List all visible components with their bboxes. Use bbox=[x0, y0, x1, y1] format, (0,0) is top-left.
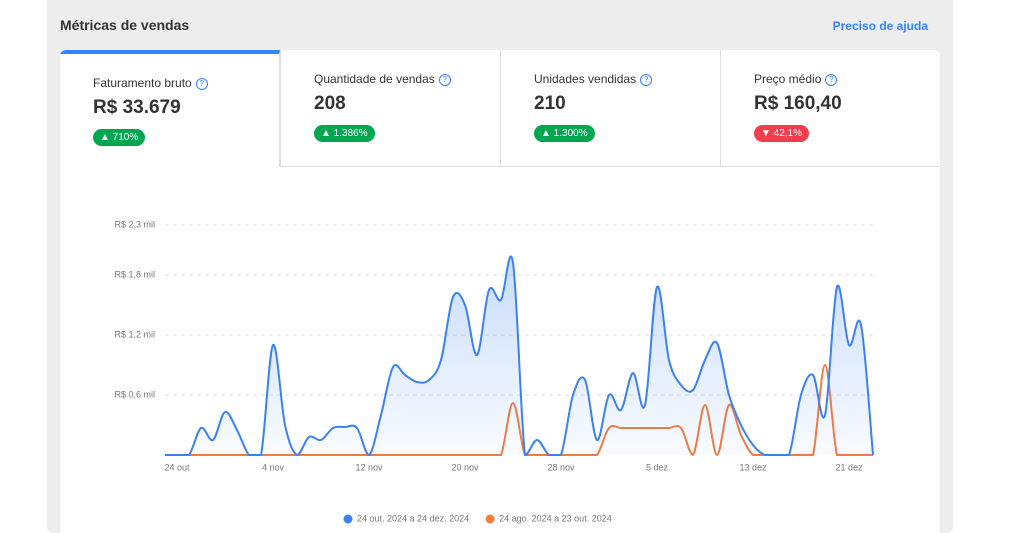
kpi-change: ▼ 42,1% bbox=[754, 125, 810, 142]
area bbox=[165, 256, 873, 455]
kpi-tab[interactable]: Quantidade de vendas? 208 ▲ 1.386% bbox=[280, 50, 500, 167]
kpi-label-text: Faturamento bruto bbox=[93, 76, 192, 90]
legend-marker bbox=[485, 514, 495, 524]
legend-label: 24 out. 2024 a 24 dez. 2024 bbox=[357, 513, 469, 523]
x-tick-label: 20 nov bbox=[451, 462, 479, 472]
kpi-label: Quantidade de vendas? bbox=[314, 72, 451, 86]
x-tick-label: 21 dez bbox=[835, 462, 863, 472]
series-line bbox=[164, 255, 874, 457]
help-icon[interactable]: ? bbox=[825, 74, 838, 86]
help-icon[interactable]: ? bbox=[640, 74, 653, 86]
kpi-tab[interactable]: Unidades vendidas? 210 ▲ 1.300% bbox=[500, 50, 720, 167]
y-tick-label: R$ 0,6 mil bbox=[114, 389, 155, 399]
kpi-tab[interactable]: Faturamento bruto? R$ 33.679 ▲ 710% bbox=[60, 50, 280, 167]
kpi-label-text: Preço médio bbox=[754, 72, 822, 86]
y-tick-label: R$ 1,2 mil bbox=[114, 329, 155, 339]
kpi-label-text: Quantidade de vendas bbox=[314, 72, 435, 86]
kpi-label-text: Unidades vendidas bbox=[534, 72, 637, 86]
kpi-change: ▲ 1.386% bbox=[314, 125, 375, 142]
kpi-change: ▲ 710% bbox=[93, 129, 146, 146]
kpi-value: 210 bbox=[534, 93, 566, 114]
x-tick-label: 28 nov bbox=[547, 462, 575, 472]
kpi-tab[interactable]: Preço médio? R$ 160,40 ▼ 42,1% bbox=[720, 50, 940, 167]
y-tick-label: R$ 1,8 mil bbox=[114, 269, 155, 279]
help-icon[interactable]: ? bbox=[438, 74, 451, 86]
help-link[interactable]: Preciso de ajuda bbox=[832, 19, 928, 33]
x-tick-label: 4 nov bbox=[262, 462, 285, 472]
x-tick-label: 24 out bbox=[164, 462, 190, 472]
kpi-label: Faturamento bruto? bbox=[93, 76, 208, 90]
x-tick-label: 5 dez bbox=[646, 462, 669, 472]
kpi-value: R$ 160,40 bbox=[754, 93, 842, 114]
x-tick-label: 12 nov bbox=[355, 462, 383, 472]
kpi-label: Unidades vendidas? bbox=[534, 72, 653, 86]
y-tick-label: R$ 2,3 mil bbox=[114, 219, 155, 229]
kpi-value: R$ 33.679 bbox=[93, 97, 181, 118]
kpi-label: Preço médio? bbox=[754, 72, 838, 86]
kpi-value: 208 bbox=[314, 93, 346, 114]
x-tick-label: 13 dez bbox=[739, 462, 767, 472]
section-title: Métricas de vendas bbox=[60, 17, 190, 33]
legend-marker bbox=[343, 514, 353, 524]
help-icon[interactable]: ? bbox=[195, 78, 208, 90]
legend-label: 24 ago. 2024 a 23 out. 2024 bbox=[499, 513, 612, 523]
kpi-change: ▲ 1.300% bbox=[534, 125, 595, 142]
